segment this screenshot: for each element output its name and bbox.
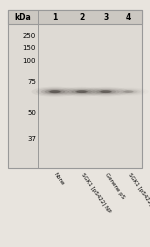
- Ellipse shape: [76, 90, 87, 93]
- Ellipse shape: [36, 88, 74, 96]
- Text: 3: 3: [103, 13, 108, 21]
- Ellipse shape: [96, 90, 116, 94]
- Text: 1: 1: [52, 13, 58, 21]
- Ellipse shape: [48, 90, 62, 93]
- Text: 4: 4: [126, 13, 131, 21]
- Ellipse shape: [71, 90, 92, 94]
- Ellipse shape: [87, 88, 125, 96]
- Text: 37: 37: [27, 136, 36, 142]
- Text: SGK1 [pS422] P: SGK1 [pS422] P: [126, 172, 150, 210]
- Ellipse shape: [32, 87, 78, 97]
- Ellipse shape: [120, 90, 137, 94]
- Text: 250: 250: [23, 33, 36, 39]
- Ellipse shape: [117, 89, 141, 94]
- Text: 50: 50: [27, 110, 36, 116]
- Text: 75: 75: [27, 79, 36, 85]
- Bar: [8, 10, 142, 168]
- Bar: [8, 10, 142, 24]
- Text: 100: 100: [22, 59, 36, 64]
- Ellipse shape: [58, 87, 105, 97]
- Text: SGK1 [pS422] NP: SGK1 [pS422] NP: [80, 172, 111, 214]
- Ellipse shape: [41, 89, 69, 95]
- Ellipse shape: [92, 89, 120, 95]
- Text: 150: 150: [23, 45, 36, 51]
- Ellipse shape: [82, 87, 129, 97]
- Ellipse shape: [50, 90, 60, 93]
- Ellipse shape: [68, 89, 96, 95]
- Ellipse shape: [63, 88, 100, 96]
- Text: 2: 2: [79, 13, 84, 21]
- Ellipse shape: [123, 90, 134, 93]
- Text: Genene pS: Genene pS: [104, 172, 125, 200]
- Ellipse shape: [124, 90, 133, 93]
- Text: None: None: [53, 172, 65, 187]
- Text: kDa: kDa: [15, 13, 31, 21]
- Ellipse shape: [101, 90, 111, 93]
- Ellipse shape: [99, 90, 112, 93]
- Ellipse shape: [45, 89, 65, 94]
- Ellipse shape: [75, 90, 88, 93]
